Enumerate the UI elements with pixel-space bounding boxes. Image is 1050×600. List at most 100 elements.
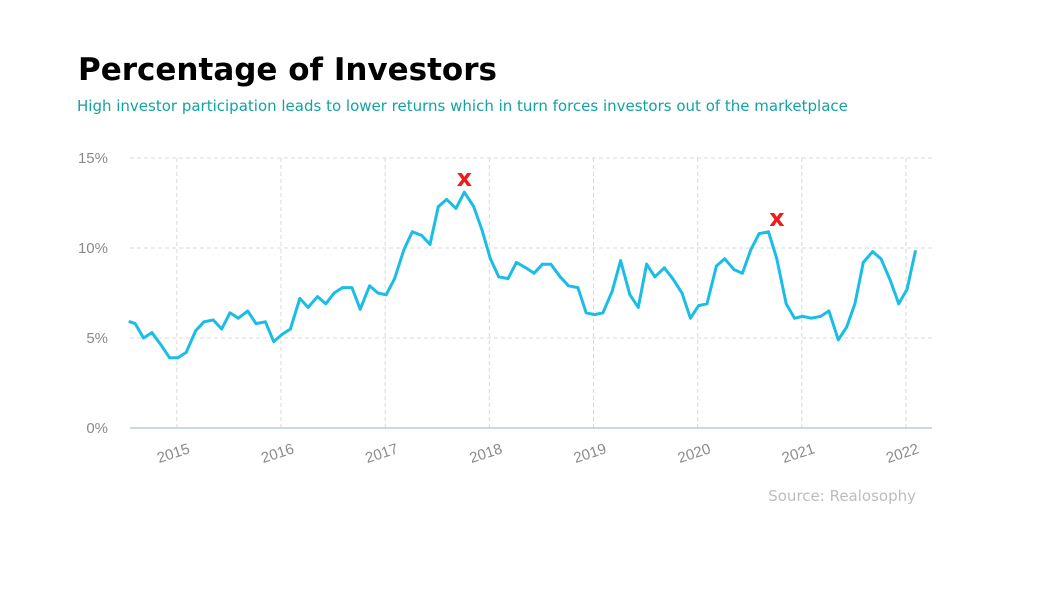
data-point [316,295,319,298]
data-point [350,286,354,289]
x-tick-label: 2016 [259,440,296,466]
data-point [845,325,848,329]
data-point [680,291,684,295]
data-point [636,306,640,309]
chart-title: Percentage of Investors [78,52,497,88]
data-point [480,228,484,232]
data-point [236,316,240,320]
data-point [472,205,476,209]
data-point [619,259,622,262]
data-point [211,318,215,322]
x-tick-label: 2015 [155,440,192,466]
x-tick-label: 2022 [884,440,921,466]
data-point [861,261,865,264]
data-point [376,291,380,295]
chart-subtitle: High investor participation leads to low… [77,97,848,115]
data-point [324,302,328,306]
data-point [306,306,310,309]
data-point [601,311,605,315]
axes: 0% 5% 10% 15% 2015 2016 2017 2018 2019 2020 2021 20… [78,150,932,467]
data-point [879,257,883,261]
data-point [645,262,649,266]
data-point [897,302,901,306]
data-point [462,190,466,194]
data-point [827,309,831,313]
peak-marker: x [457,164,473,192]
data-point [723,257,727,261]
data-point [584,311,588,315]
data-point [133,322,137,325]
data-point [341,286,344,289]
data-point [159,343,163,347]
data-point [671,277,675,280]
data-point [220,327,224,331]
data-point [298,297,302,300]
data-point [524,266,528,270]
data-point [532,271,536,275]
data-point [576,286,580,289]
x-tick-label: 2020 [676,440,713,466]
data-point [767,230,770,234]
data-point [358,307,362,311]
data-point [819,315,822,318]
data-point [741,271,744,275]
data-point [436,205,440,209]
data-point [368,284,371,288]
data-point [272,340,276,343]
data-point [541,262,544,266]
y-tick-label: 15% [78,150,108,167]
x-tick-label: 2019 [572,440,609,466]
y-tick-label: 10% [78,240,108,257]
data-point [558,275,562,279]
data-point [264,320,267,324]
data-point [793,316,796,320]
data-point [732,268,736,271]
data-point [515,261,518,264]
data-point [488,257,492,261]
data-point [142,336,145,340]
data-point [567,284,570,288]
data-point [168,356,171,360]
data-point [202,320,206,324]
data-point [176,356,180,360]
data-point [549,262,553,266]
data-point [705,302,709,306]
x-tick-label: 2021 [780,440,817,466]
data-point [454,207,458,210]
grid-lines [130,157,932,428]
data-point [714,264,718,268]
data-point [749,248,753,252]
data-point [871,250,875,254]
series-layer [128,190,917,360]
data-point [410,230,414,234]
data-point [809,316,813,320]
data-point [384,293,388,297]
data-point [784,302,788,306]
data-point [610,289,614,293]
data-point [497,275,501,279]
y-tick-label: 5% [86,330,108,347]
data-point [593,313,596,316]
data-point [775,257,779,261]
data-point [913,250,917,254]
data-point [428,243,432,246]
data-point [194,329,198,333]
data-point [402,248,406,252]
data-point [506,277,510,280]
data-point [150,331,154,334]
series-line [128,190,917,360]
data-point [688,316,692,320]
peak-marker: x [769,204,785,232]
x-tick-label: 2018 [467,440,504,466]
data-point [128,320,132,324]
source-note: Source: Realosophy [768,487,916,505]
data-point [853,302,857,306]
data-point [757,232,761,236]
data-point [393,277,396,280]
data-point [905,288,909,291]
annotations: xx [457,164,785,232]
data-point [662,266,666,270]
y-tick-label: 0% [86,420,108,437]
data-point [836,338,840,342]
